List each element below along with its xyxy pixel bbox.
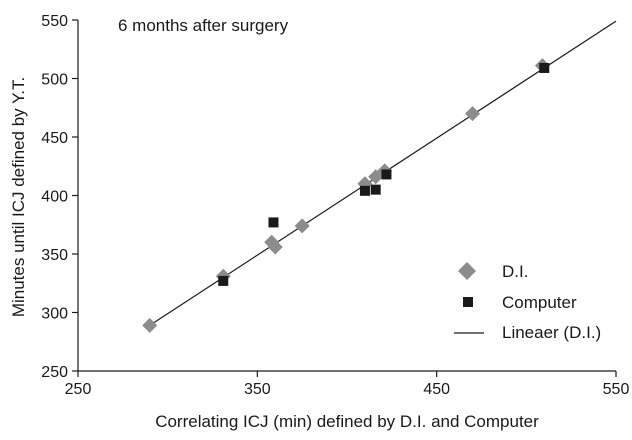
- y-tick-label: 250: [41, 364, 68, 381]
- y-tick-label: 400: [41, 189, 68, 206]
- x-tick-label: 450: [423, 381, 450, 398]
- x-axis-ticks: 250 350 450 550: [65, 371, 630, 398]
- data-point-computer: [359, 185, 370, 196]
- data-points: [142, 58, 550, 333]
- y-tick-label: 450: [41, 130, 68, 147]
- legend: D.I. Computer Lineaer (D.I.): [454, 262, 601, 342]
- data-point-computer: [539, 62, 550, 73]
- x-tick-label: 350: [244, 381, 271, 398]
- y-tick-label: 350: [41, 247, 68, 264]
- legend-swatch-computer: [463, 297, 473, 307]
- y-axis-title: Minutes until ICJ defined by Y.T.: [9, 77, 28, 317]
- plot-area: 250 300 350 400 450 500 550 250 350 450 550: [41, 13, 629, 398]
- data-point-computer: [370, 184, 381, 195]
- data-point-di: [142, 317, 158, 333]
- legend-swatch-di: [458, 262, 476, 280]
- x-axis-title: Correlating ICJ (min) defined by D.I. an…: [155, 412, 539, 431]
- y-tick-label: 500: [41, 72, 68, 89]
- data-point-di: [465, 106, 481, 122]
- data-point-di: [294, 218, 310, 234]
- data-point-di: [267, 239, 283, 255]
- data-point-computer: [268, 217, 279, 228]
- data-point-computer: [381, 169, 392, 180]
- y-axis-ticks: 250 300 350 400 450 500 550: [41, 13, 78, 381]
- y-tick-label: 550: [41, 13, 68, 30]
- y-tick-label: 300: [41, 306, 68, 323]
- legend-label-linear: Lineaer (D.I.): [502, 323, 601, 342]
- x-tick-label: 550: [603, 381, 630, 398]
- legend-label-di: D.I.: [502, 262, 528, 281]
- data-point-computer: [218, 275, 229, 286]
- legend-label-computer: Computer: [502, 293, 577, 312]
- chart-annotation: 6 months after surgery: [118, 16, 289, 35]
- x-tick-label: 250: [65, 381, 92, 398]
